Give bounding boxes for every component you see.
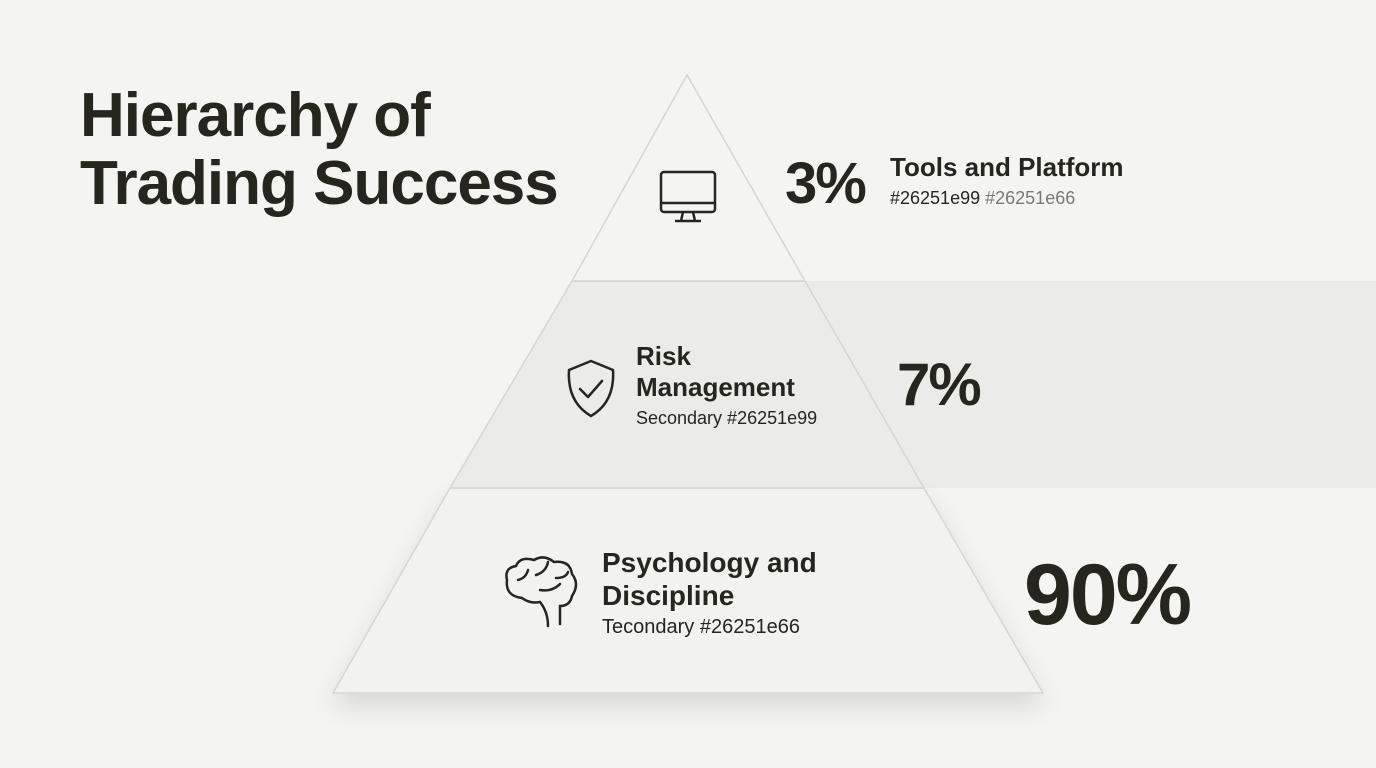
- tier-bottom-label: Psychology and Discipline: [602, 547, 817, 611]
- shield-check-icon: [567, 359, 615, 418]
- tier-top-sub-a: #26251e99: [890, 188, 981, 208]
- tier-middle-sub: Secondary #26251e99: [636, 408, 818, 428]
- tier-top-sub-b: #26251e66: [985, 188, 1076, 208]
- tier-top-percent: 3%: [785, 151, 867, 216]
- page-title: Hierarchy of Trading Success: [80, 81, 559, 218]
- monitor-icon: [659, 170, 717, 223]
- tier-middle-label: Risk Management: [636, 341, 795, 402]
- tier-top-label: Tools and Platform: [890, 152, 1124, 182]
- tier-bottom-percent: 90%: [1024, 547, 1192, 643]
- tier-middle-percent: 7%: [897, 351, 982, 418]
- tier-bottom-sub: Tecondary #26251e66: [602, 616, 800, 638]
- brain-icon: [505, 556, 578, 628]
- tier-top: [570, 73, 807, 282]
- tier-top-sub: #26251e99 #26251e66: [890, 188, 1075, 209]
